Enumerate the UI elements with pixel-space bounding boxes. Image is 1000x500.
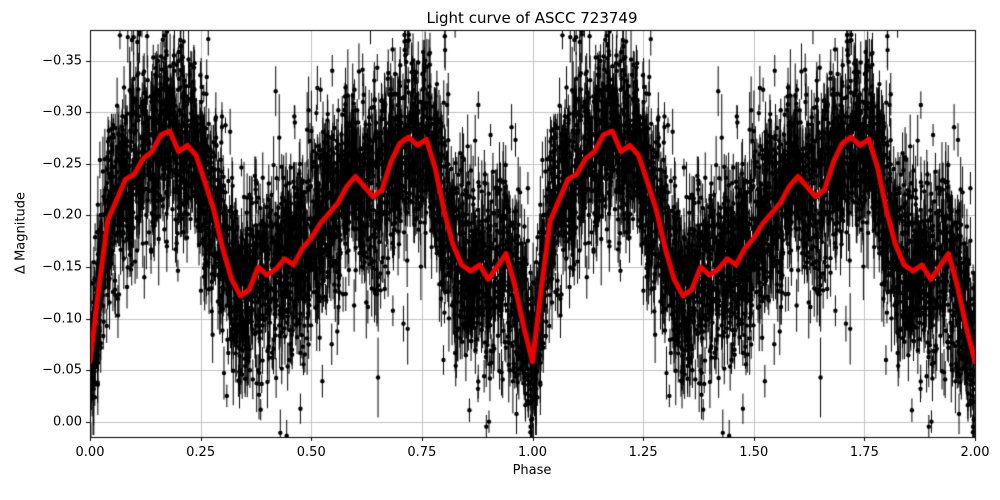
chart-title: Light curve of ASCC 723749 <box>426 9 638 27</box>
y-axis-label: Δ Magnitude <box>13 192 29 274</box>
y-tick-label: −0.10 <box>42 311 82 326</box>
x-tick-label: 1.25 <box>628 445 658 460</box>
x-tick-label: 1.50 <box>739 445 769 460</box>
y-tick-label: −0.30 <box>42 104 82 120</box>
y-tick-label: −0.15 <box>42 259 82 275</box>
x-tick-label: 2.00 <box>960 445 990 460</box>
y-tick-label: −0.35 <box>42 53 82 69</box>
y-tick-label: −0.20 <box>42 207 82 223</box>
x-tick-label: 0.50 <box>296 445 326 460</box>
x-tick-label: 0.25 <box>186 445 216 460</box>
x-tick-label: 1.00 <box>518 445 547 460</box>
x-tick-label: 0.00 <box>75 445 105 460</box>
x-tick-label: 1.75 <box>849 445 879 460</box>
x-tick-label: 0.75 <box>407 445 437 460</box>
y-tick-label: 0.00 <box>53 414 82 430</box>
x-axis-label: Phase <box>512 463 552 478</box>
y-tick-label: −0.25 <box>42 156 82 172</box>
y-tick-label: −0.05 <box>42 362 82 378</box>
